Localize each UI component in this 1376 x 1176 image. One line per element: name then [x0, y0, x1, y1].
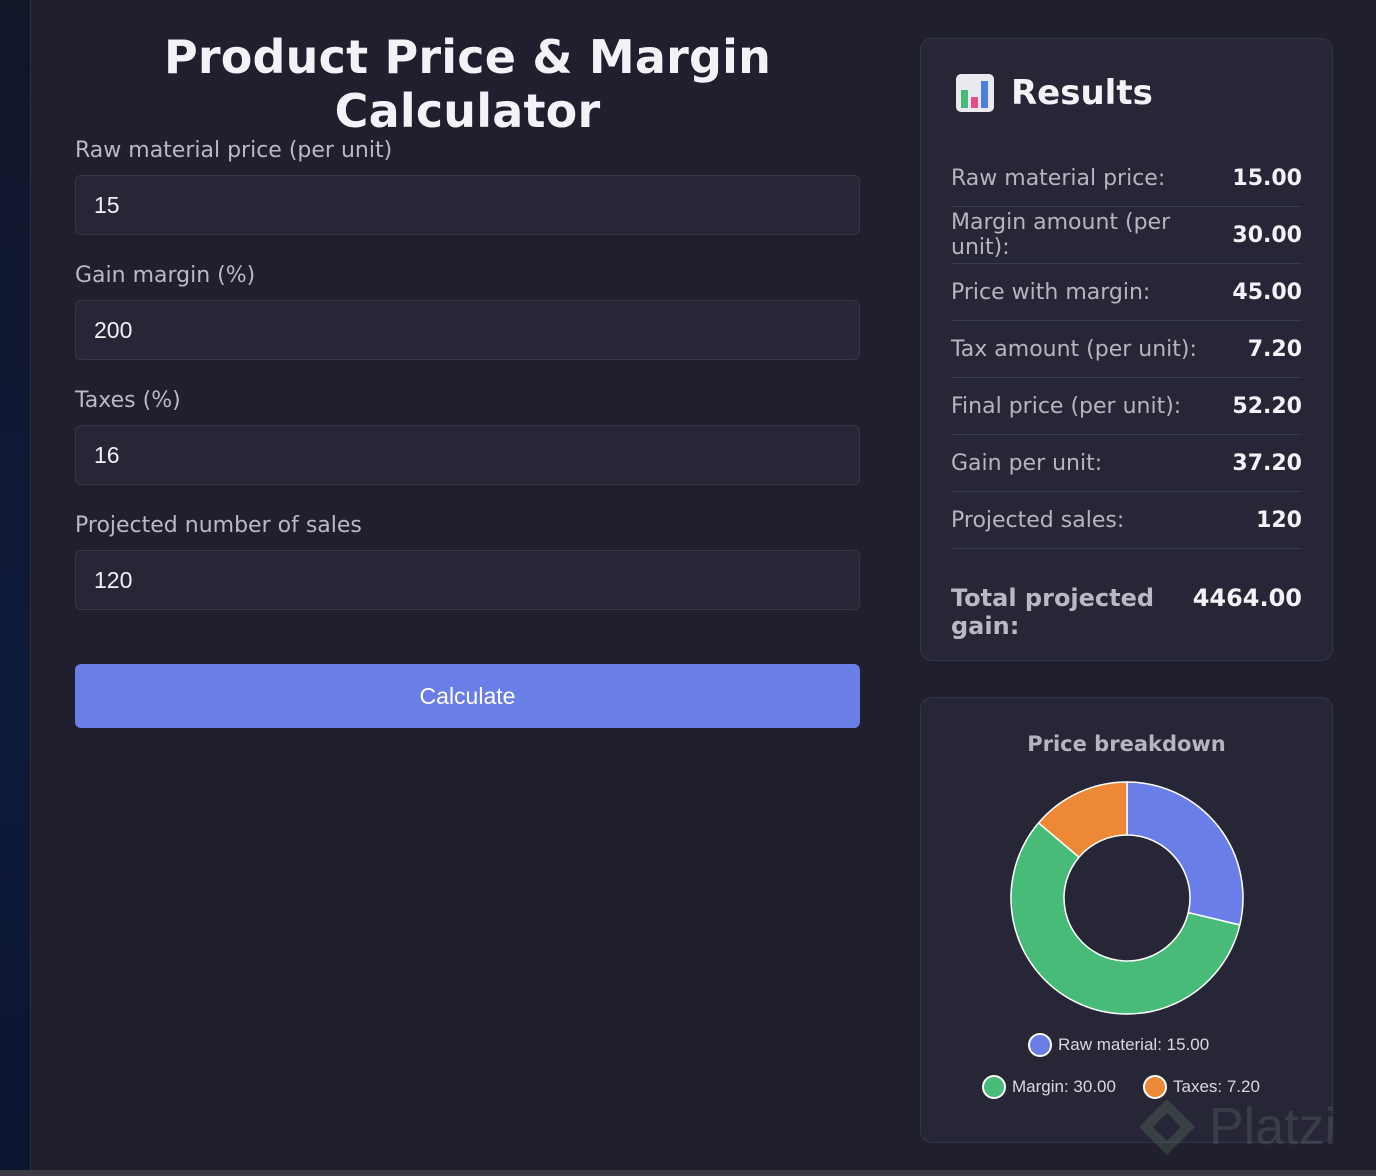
- result-label: Projected sales:: [951, 507, 1125, 533]
- legend-label: Margin: 30.00: [1012, 1077, 1116, 1096]
- chart-card: Price breakdown Raw material: 15.00 Marg…: [920, 697, 1333, 1143]
- gain-margin-label: Gain margin (%): [75, 263, 256, 288]
- result-label: Margin amount (per unit):: [951, 210, 1171, 260]
- result-label: Price with margin:: [951, 279, 1151, 305]
- total-row: Total projected gain: 4464.00: [951, 584, 1302, 640]
- result-label: Final price (per unit):: [951, 393, 1182, 419]
- taxes-label: Taxes (%): [75, 388, 181, 413]
- sidebar-edge: [0, 0, 31, 1176]
- legend-item-raw-material[interactable]: Raw material: 15.00: [1028, 1033, 1209, 1057]
- result-row: Tax amount (per unit): 7.20: [951, 321, 1302, 378]
- raw-material-input[interactable]: [75, 175, 860, 235]
- result-row: Final price (per unit): 52.20: [951, 378, 1302, 435]
- chart-title: Price breakdown: [1027, 732, 1226, 756]
- platzi-watermark: Platzi: [1135, 1095, 1336, 1159]
- donut-chart: [1010, 781, 1244, 1015]
- result-row: Price with margin: 45.00: [951, 264, 1302, 321]
- result-label: Raw material price:: [951, 165, 1166, 191]
- bottom-edge: [0, 1170, 1376, 1176]
- total-label: Total projected gain:: [951, 584, 1155, 640]
- result-value: 52.20: [1232, 393, 1302, 419]
- page-title: Product Price & Margin Calculator: [163, 30, 772, 138]
- projected-sales-label: Projected number of sales: [75, 513, 362, 538]
- platzi-logo-icon: [1139, 1099, 1195, 1155]
- gain-margin-input[interactable]: [75, 300, 860, 360]
- result-value: 120: [1256, 507, 1302, 533]
- result-row: Projected sales: 120: [951, 492, 1302, 549]
- result-row: Gain per unit: 37.20: [951, 435, 1302, 492]
- total-value: 4464.00: [1192, 584, 1302, 612]
- result-value: 7.20: [1247, 336, 1302, 362]
- legend-item-margin[interactable]: Margin: 30.00: [982, 1075, 1116, 1099]
- bar-chart-icon: [956, 74, 994, 112]
- calculate-button[interactable]: Calculate: [75, 664, 860, 728]
- donut-slice-raw-material[interactable]: [1126, 781, 1244, 926]
- legend-label: Taxes: 7.20: [1173, 1077, 1260, 1096]
- result-value: 37.20: [1232, 450, 1302, 476]
- donut-slice-margin[interactable]: [1010, 821, 1241, 1015]
- result-value: 45.00: [1232, 279, 1302, 305]
- legend-swatch-icon: [982, 1075, 1006, 1099]
- donut-slice-taxes[interactable]: [1037, 781, 1128, 859]
- result-row: Margin amount (per unit): 30.00: [951, 207, 1302, 264]
- result-value: 15.00: [1232, 165, 1302, 191]
- raw-material-label: Raw material price (per unit): [75, 138, 393, 163]
- result-label: Gain per unit:: [951, 450, 1103, 476]
- legend-item-taxes[interactable]: Taxes: 7.20: [1143, 1075, 1260, 1099]
- results-card: Results Raw material price: 15.00 Margin…: [920, 38, 1333, 661]
- legend-swatch-icon: [1028, 1033, 1052, 1057]
- projected-sales-input[interactable]: [75, 550, 860, 610]
- legend-swatch-icon: [1143, 1075, 1167, 1099]
- result-value: 30.00: [1232, 222, 1302, 248]
- taxes-input[interactable]: [75, 425, 860, 485]
- watermark-text: Platzi: [1209, 1098, 1337, 1156]
- result-row: Raw material price: 15.00: [951, 150, 1302, 207]
- legend-label: Raw material: 15.00: [1058, 1035, 1210, 1054]
- result-label: Tax amount (per unit):: [951, 336, 1197, 362]
- results-heading: Results: [955, 73, 1153, 113]
- results-title: Results: [1011, 73, 1153, 113]
